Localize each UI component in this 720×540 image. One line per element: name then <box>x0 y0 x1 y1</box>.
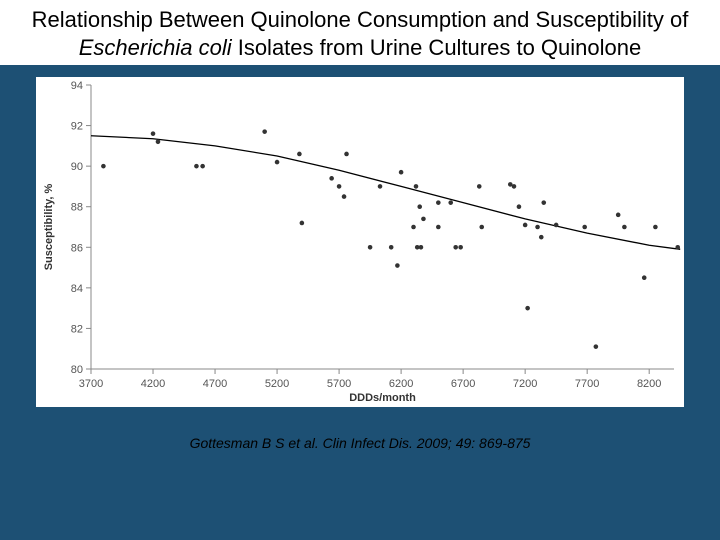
svg-text:6200: 6200 <box>389 378 413 390</box>
svg-text:4200: 4200 <box>141 378 165 390</box>
svg-text:7200: 7200 <box>513 378 537 390</box>
chart-container: 80 82 84 86 88 90 92 94 3700 4200 4700 5200 5700 6200… <box>36 77 684 407</box>
svg-text:86: 86 <box>71 242 83 254</box>
svg-text:3700: 3700 <box>79 378 103 390</box>
svg-text:7700: 7700 <box>575 378 599 390</box>
svg-text:4700: 4700 <box>203 378 227 390</box>
svg-text:5200: 5200 <box>265 378 289 390</box>
title-prefix: Relationship Between Quinolone Consumpti… <box>32 7 689 32</box>
svg-text:90: 90 <box>71 161 83 173</box>
svg-text:92: 92 <box>71 121 83 133</box>
svg-text:82: 82 <box>71 323 83 335</box>
svg-text:6700: 6700 <box>451 378 475 390</box>
svg-text:8200: 8200 <box>637 378 661 390</box>
svg-text:80: 80 <box>71 364 83 376</box>
svg-text:5700: 5700 <box>327 378 351 390</box>
title-suffix: Isolates from Urine Cultures to Quinolon… <box>232 35 642 60</box>
svg-text:88: 88 <box>71 202 83 214</box>
svg-text:94: 94 <box>71 80 83 92</box>
svg-text:84: 84 <box>71 283 83 295</box>
svg-text:DDDs/month: DDDs/month <box>349 392 416 404</box>
citation: Gottesman B S et al. Clin Infect Dis. 20… <box>186 433 535 453</box>
title-band: Relationship Between Quinolone Consumpti… <box>0 0 720 65</box>
title-italic: Escherichia coli <box>79 35 232 60</box>
svg-text:Susceptibility, %: Susceptibility, % <box>43 183 55 270</box>
scatter-chart: 80 82 84 86 88 90 92 94 3700 4200 4700 5200 5700 6200… <box>36 77 684 407</box>
